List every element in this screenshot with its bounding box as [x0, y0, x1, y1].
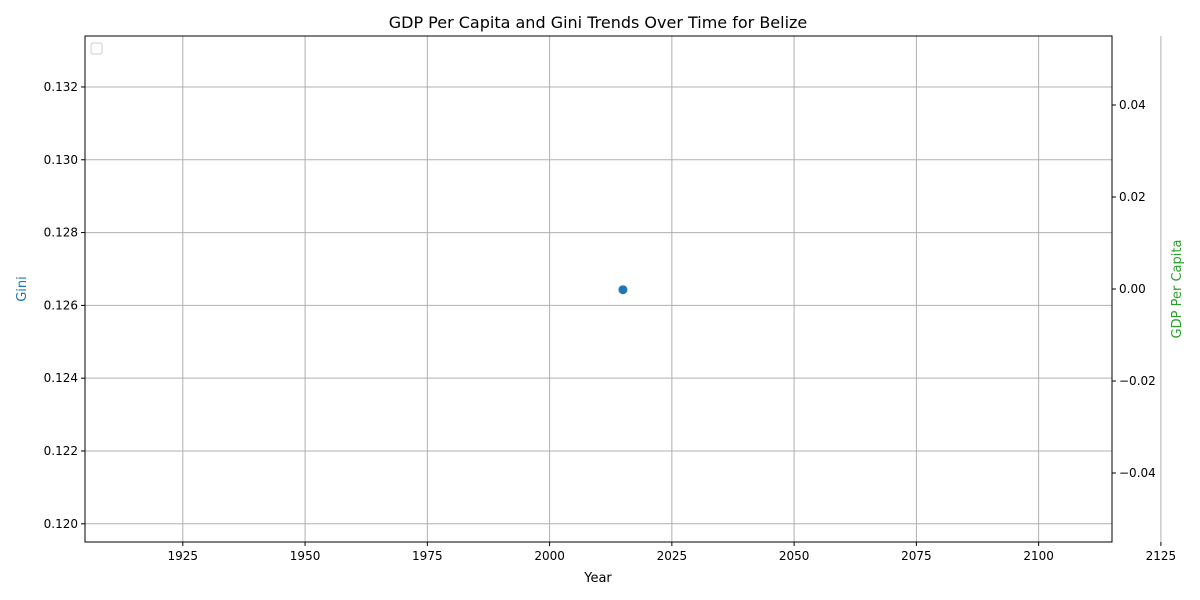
- y-right-tick-label: 0.02: [1119, 190, 1146, 204]
- chart-title: GDP Per Capita and Gini Trends Over Time…: [389, 13, 808, 32]
- y-axis-left-label: Gini: [15, 276, 30, 302]
- y-left-tick-label: 0.130: [44, 153, 78, 167]
- y-left-tick-label: 0.128: [44, 226, 78, 240]
- x-axis-label: Year: [583, 571, 612, 586]
- x-tick-label: 2075: [901, 549, 932, 563]
- data-point: [618, 285, 628, 295]
- x-tick-label: 2050: [779, 549, 810, 563]
- plot-frame: [84, 35, 1113, 543]
- y-right-tick-label: 0.04: [1119, 98, 1146, 112]
- x-tick-label: 2025: [657, 549, 688, 563]
- y-left-tick-label: 0.132: [44, 80, 78, 94]
- data-marks: [618, 285, 628, 295]
- y-axis-right: −0.04 −0.02 0.00 0.02 0.04: [1112, 98, 1156, 480]
- y-axis-left: 0.120 0.122 0.124 0.126 0.128 0.130 0.132: [44, 80, 85, 531]
- y-right-tick-label: 0.00: [1119, 282, 1146, 296]
- y-right-tick-label: −0.02: [1119, 374, 1156, 388]
- y-left-tick-label: 0.122: [44, 444, 78, 458]
- x-tick-label: 2000: [534, 549, 565, 563]
- x-tick-label: 1950: [290, 549, 321, 563]
- y-left-tick-label: 0.120: [44, 517, 78, 531]
- y-axis-right-label: GDP Per Capita: [1170, 240, 1185, 339]
- y-right-tick-label: −0.04: [1119, 466, 1156, 480]
- grid: [85, 36, 1162, 542]
- x-tick-label: 2100: [1023, 549, 1054, 563]
- y-left-tick-label: 0.126: [44, 298, 78, 312]
- x-tick-label: 2125: [1146, 549, 1177, 563]
- y-left-tick-label: 0.124: [44, 371, 78, 385]
- x-axis: 1925 1950 1975 2000 2025 2050 2075 2100 2125: [168, 542, 1177, 563]
- legend-box: [90, 42, 103, 55]
- x-tick-label: 1975: [412, 549, 443, 563]
- x-tick-label: 1925: [168, 549, 199, 563]
